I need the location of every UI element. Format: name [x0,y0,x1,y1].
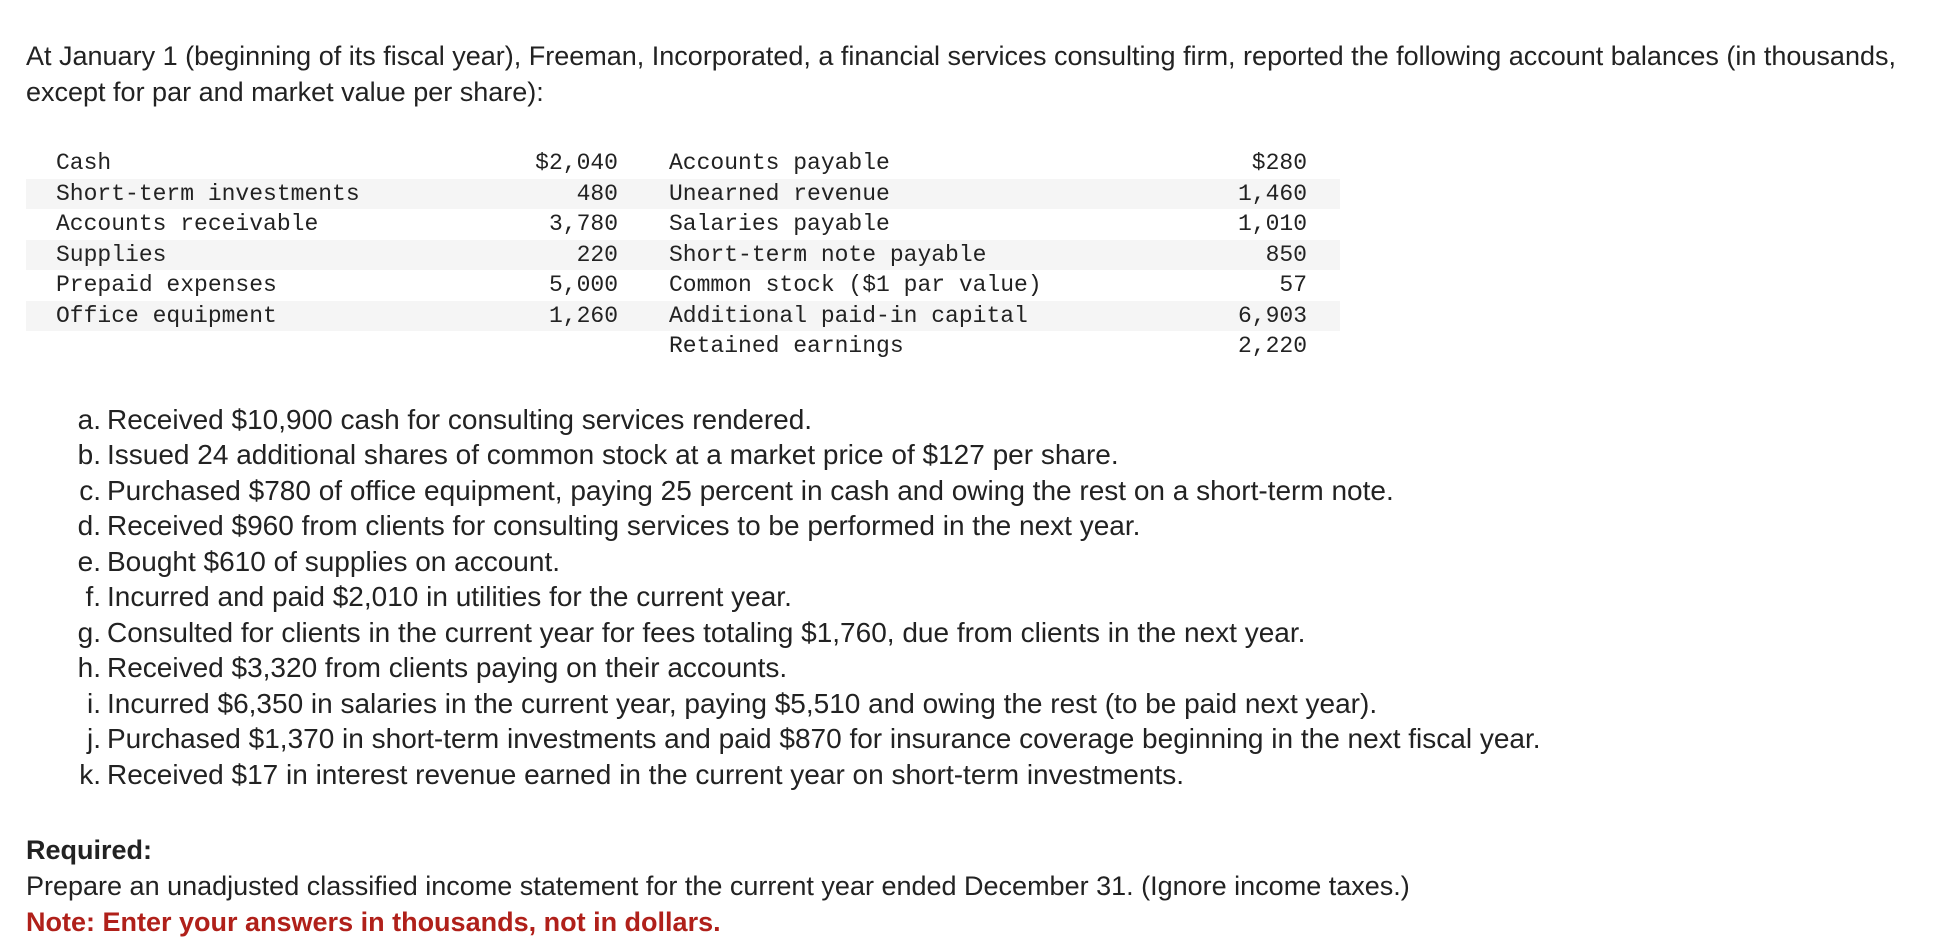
transaction-item: j. Purchased $1,370 in short-term invest… [26,721,1906,757]
transaction-text: Purchased $780 of office equipment, payi… [107,474,1394,506]
left-account-amount: 5,000 [548,272,618,298]
account-balances-table: Cash $2,040 Accounts payable $280 Short-… [26,148,1340,362]
transaction-text: Received $17 in interest revenue earned … [107,758,1185,790]
transaction-item: b. Issued 24 additional shares of common… [26,437,1906,473]
transaction-letter: h. [77,652,101,683]
right-account-label: Unearned revenue [669,180,890,207]
transaction-text: Received $10,900 cash for consulting ser… [107,403,813,435]
required-instructions: Prepare an unadjusted classified income … [26,871,1410,901]
left-account-label: Office equipment [56,302,277,329]
transaction-text: Incurred $6,350 in salaries in the curre… [107,687,1378,719]
transaction-text: Bought $610 of supplies on account. [107,545,561,577]
right-account-label: Common stock ($1 par value) [669,272,1042,298]
transaction-item: a. Received $10,900 cash for consulting … [26,402,1906,438]
transaction-item: h. Received $3,320 from clients paying o… [26,650,1906,686]
required-note: Note: Enter your answers in thousands, n… [26,907,721,937]
left-account-amount: 3,780 [548,211,618,237]
left-account-label: Accounts receivable [56,211,319,237]
transaction-letter: a. [77,403,101,435]
problem-page: At January 1 (beginning of its fiscal ye… [26,38,1906,940]
transaction-item: d. Received $960 from clients for consul… [26,508,1906,544]
left-account-label: Prepaid expenses [56,272,277,298]
right-account-amount: 2,220 [1237,333,1307,359]
right-account-amount: 1,460 [1237,180,1307,207]
transaction-text: Received $3,320 from clients paying on t… [107,652,788,683]
transaction-item: g. Consulted for clients in the current … [26,615,1906,651]
right-account-amount: 57 [1279,272,1307,298]
balance-row: Supplies 220 Short-term note payable 850 [26,239,1340,270]
transaction-letter: f. [85,581,101,612]
right-account-label: Retained earnings [669,333,904,359]
transaction-item: i. Incurred $6,350 in salaries in the cu… [26,686,1906,722]
left-account-label: Short-term investments [56,180,360,207]
transaction-letter: c. [79,474,101,506]
transaction-letter: d. [77,510,101,541]
transaction-text: Consulted for clients in the current yea… [107,616,1306,648]
transaction-item: f. Incurred and paid $2,010 in utilities… [26,579,1906,615]
balance-row: Prepaid expenses 5,000 Common stock ($1 … [26,270,1340,301]
transaction-letter: i. [87,687,101,719]
transaction-letter: e. [77,545,101,577]
transaction-item: e. Bought $610 of supplies on account. [26,544,1906,580]
right-account-label: Salaries payable [669,211,890,237]
transaction-item: k. Received $17 in interest revenue earn… [26,757,1906,793]
balance-row: Accounts receivable 3,780 Salaries payab… [26,209,1340,240]
transaction-item: c. Purchased $780 of office equipment, p… [26,473,1906,509]
left-account-label: Cash [56,150,112,176]
left-account-amount: 220 [576,241,618,268]
balance-row: Cash $2,040 Accounts payable $280 [26,148,1340,179]
right-account-amount: 850 [1265,241,1307,268]
transaction-text: Incurred and paid $2,010 in utilities fo… [107,581,792,612]
required-heading: Required: [26,835,153,865]
right-account-amount: $280 [1251,150,1307,176]
transaction-letter: k. [79,758,101,790]
intro-paragraph: At January 1 (beginning of its fiscal ye… [26,41,1896,107]
left-account-label: Supplies [56,241,167,268]
left-account-amount: 1,260 [548,302,618,329]
transaction-text: Purchased $1,370 in short-term investmen… [107,723,1541,754]
left-account-amount: $2,040 [535,150,618,176]
balance-row: Retained earnings 2,220 [26,331,1340,362]
transactions-list: a. Received $10,900 cash for consulting … [26,402,1906,793]
transaction-letter: b. [77,439,101,470]
right-account-amount: 1,010 [1237,211,1307,237]
right-account-amount: 6,903 [1237,302,1307,329]
right-account-label: Accounts payable [669,150,890,176]
balance-row: Office equipment 1,260 Additional paid-i… [26,300,1340,331]
right-account-label: Short-term note payable [669,241,987,268]
transaction-text: Issued 24 additional shares of common st… [107,439,1119,470]
transaction-text: Received $960 from clients for consultin… [107,510,1141,541]
transaction-letter: g. [77,616,101,648]
left-account-amount: 480 [576,180,618,207]
right-account-label: Additional paid-in capital [669,302,1028,329]
balance-row: Short-term investments 480 Unearned reve… [26,178,1340,209]
transaction-letter: j. [87,723,101,754]
